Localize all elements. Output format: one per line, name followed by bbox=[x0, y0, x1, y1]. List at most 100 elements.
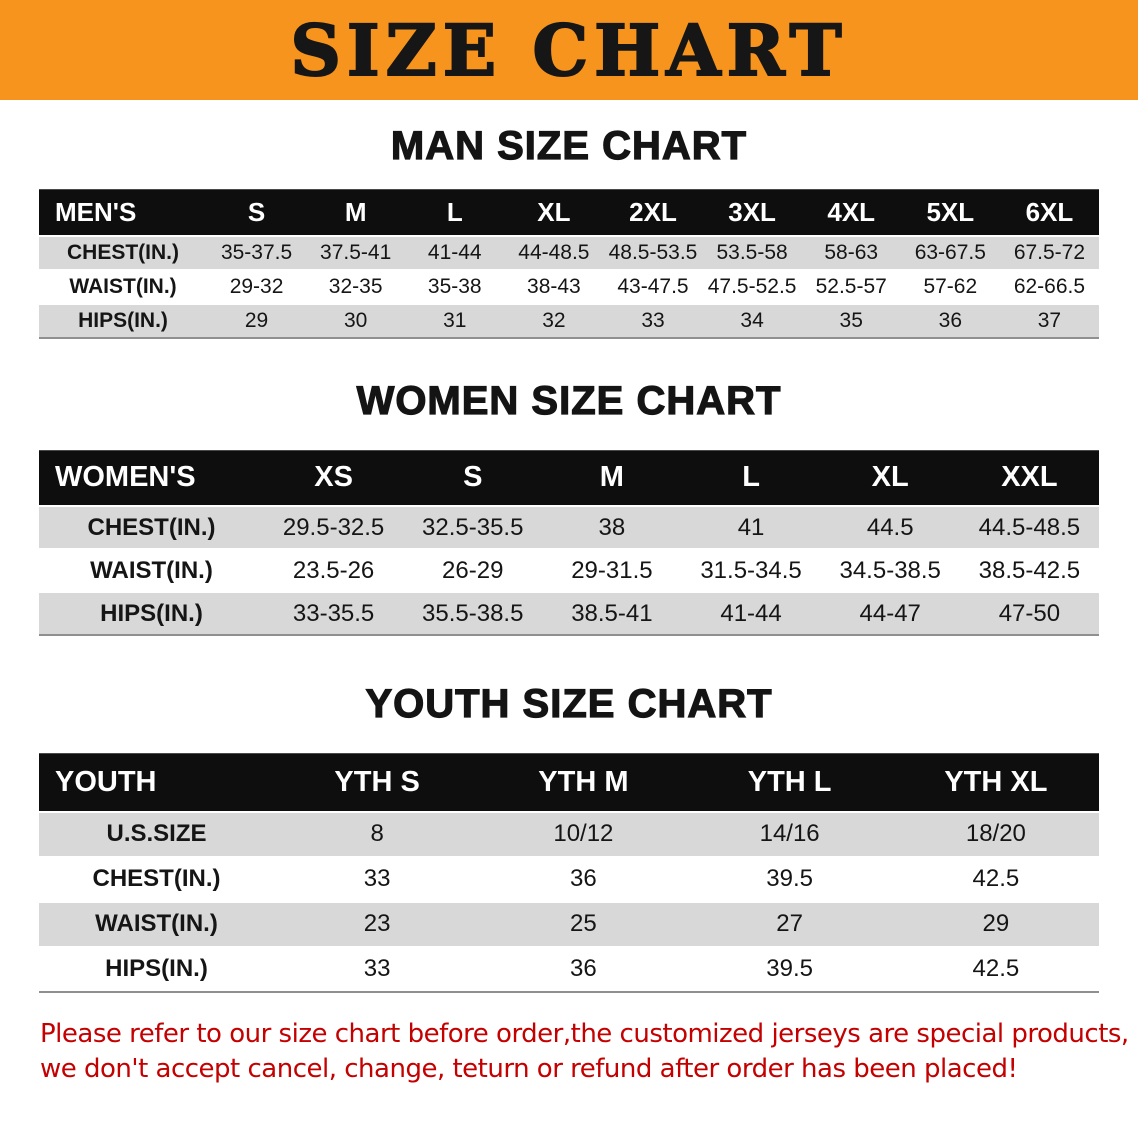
size-value: 32 bbox=[542, 308, 566, 332]
size-column-header: S bbox=[403, 450, 543, 506]
table-row: HIPS(IN.) 29 30 31 32 33 34 35 36 37 bbox=[39, 303, 1099, 338]
size-value: 31 bbox=[443, 308, 467, 332]
size-value: 34.5-38.5 bbox=[839, 556, 941, 584]
size-value: 33 bbox=[641, 308, 665, 332]
youth-section-heading: YOUTH SIZE CHART bbox=[365, 681, 773, 726]
size-value: 29 bbox=[982, 910, 1010, 937]
table-corner-label: MEN'S bbox=[39, 189, 207, 236]
size-value: 41-44 bbox=[427, 240, 482, 264]
size-value: 41 bbox=[737, 513, 765, 541]
size-column-header: M bbox=[306, 189, 406, 236]
size-sections: MAN SIZE CHART MEN'S S M L XL 2XL 3XL 4XL 5XL 6XL C… bbox=[0, 123, 1138, 993]
size-value: 44-48.5 bbox=[518, 240, 590, 264]
size-value: 35 bbox=[839, 308, 863, 332]
size-value: 23.5-26 bbox=[292, 556, 375, 584]
size-value: 38.5-41 bbox=[571, 599, 653, 627]
row-label: HIPS(IN.) bbox=[100, 599, 203, 627]
youth-size-table: YOUTH YTH S YTH M YTH L YTH XL U.S.SIZE 8 10/12… bbox=[39, 753, 1099, 993]
size-value: 34 bbox=[740, 308, 764, 332]
table-header-row: MEN'S S M L XL 2XL 3XL 4XL 5XL 6XL bbox=[39, 189, 1099, 236]
size-value: 39.5 bbox=[766, 955, 813, 982]
size-column-header: L bbox=[681, 450, 821, 506]
size-value: 29-31.5 bbox=[571, 556, 653, 584]
size-value: 62-66.5 bbox=[1013, 274, 1086, 298]
size-value: 33 bbox=[363, 955, 391, 982]
row-label: CHEST(IN.) bbox=[87, 513, 216, 541]
size-value: 44.5-48.5 bbox=[978, 513, 1081, 541]
size-value: 25 bbox=[570, 910, 597, 937]
size-column-header: 3XL bbox=[702, 189, 802, 236]
table-header-row: WOMEN'S XS S M L XL XXL bbox=[39, 450, 1099, 506]
size-value: 42.5 bbox=[972, 955, 1020, 982]
size-section-men: MAN SIZE CHART MEN'S S M L XL 2XL 3XL 4XL 5XL 6XL C… bbox=[0, 123, 1138, 339]
size-value: 14/16 bbox=[759, 820, 820, 847]
size-value: 57-62 bbox=[923, 274, 978, 298]
size-value: 37 bbox=[1037, 308, 1062, 332]
size-value: 44-47 bbox=[859, 599, 921, 627]
size-value: 36 bbox=[938, 308, 962, 332]
banner: SIZE CHART bbox=[0, 0, 1138, 100]
row-label: WAIST(IN.) bbox=[95, 910, 218, 937]
page-title: SIZE CHART bbox=[289, 8, 848, 93]
size-value: 53.5-58 bbox=[716, 240, 788, 264]
row-label: U.S.SIZE bbox=[106, 820, 207, 847]
size-value: 47.5-52.5 bbox=[707, 274, 797, 298]
table-row: WAIST(IN.) 29-32 32-35 35-38 38-43 43-47.5 47.… bbox=[39, 269, 1099, 304]
table-row: HIPS(IN.) 33-35.5 35.5-38.5 38.5-41 41-44 44-… bbox=[39, 592, 1099, 635]
table-row: WAIST(IN.) 23 25 27 29 bbox=[39, 901, 1099, 947]
size-value: 39.5 bbox=[766, 865, 813, 892]
size-value: 10/12 bbox=[553, 820, 614, 847]
size-column-header: M bbox=[542, 450, 682, 506]
size-value: 43-47.5 bbox=[617, 274, 689, 298]
table-corner-label: WOMEN'S bbox=[39, 450, 264, 506]
size-column-header: YTH S bbox=[274, 753, 481, 812]
men-size-table: MEN'S S M L XL 2XL 3XL 4XL 5XL 6XL CHEST(IN.) 35-37… bbox=[39, 189, 1099, 339]
size-value: 42.5 bbox=[972, 865, 1020, 892]
size-value: 33-35.5 bbox=[292, 599, 375, 627]
size-value: 38 bbox=[598, 513, 626, 541]
size-value: 35.5-38.5 bbox=[422, 599, 524, 627]
table-row: CHEST(IN.) 29.5-32.5 32.5-35.5 38 41 44.5 44.5… bbox=[39, 506, 1099, 549]
size-value: 8 bbox=[370, 820, 384, 847]
women-section-heading: WOMEN SIZE CHART bbox=[356, 378, 782, 423]
size-value: 38-43 bbox=[527, 274, 581, 298]
women-size-table: WOMEN'S XS S M L XL XXL CHEST(IN.) 29.5-32.5 32.5… bbox=[39, 449, 1099, 636]
table-row: HIPS(IN.) 33 36 39.5 42.5 bbox=[39, 946, 1099, 992]
size-value: 35-37.5 bbox=[220, 240, 293, 264]
size-value: 29.5-32.5 bbox=[282, 513, 385, 541]
size-value: 26-29 bbox=[442, 556, 504, 584]
table-row: U.S.SIZE 8 10/12 14/16 18/20 bbox=[39, 811, 1099, 857]
row-label: CHEST(IN.) bbox=[67, 240, 179, 264]
size-column-header: YTH L bbox=[686, 753, 893, 812]
size-value: 32.5-35.5 bbox=[422, 513, 524, 541]
size-value: 33 bbox=[363, 865, 391, 892]
size-column-header: XS bbox=[264, 450, 404, 506]
size-column-header: L bbox=[405, 189, 505, 236]
size-column-header: YTH XL bbox=[892, 753, 1099, 812]
size-value: 63-67.5 bbox=[914, 240, 986, 264]
table-row: CHEST(IN.) 33 36 39.5 42.5 bbox=[39, 856, 1099, 902]
size-value: 30 bbox=[343, 308, 368, 332]
size-value: 36 bbox=[570, 955, 597, 982]
size-value: 37.5-41 bbox=[320, 240, 392, 264]
size-column-header: 4XL bbox=[801, 189, 901, 236]
table-row: WAIST(IN.) 23.5-26 26-29 29-31.5 31.5-34.5 34… bbox=[39, 549, 1099, 592]
notice-line-2: we don't accept cancel, change, teturn o… bbox=[40, 1053, 1018, 1084]
size-value: 29-32 bbox=[229, 274, 284, 298]
size-value: 47-50 bbox=[998, 599, 1061, 627]
row-label: CHEST(IN.) bbox=[92, 865, 221, 892]
row-label: WAIST(IN.) bbox=[69, 274, 177, 298]
size-value: 31.5-34.5 bbox=[700, 556, 802, 584]
size-value: 36 bbox=[570, 865, 597, 892]
size-value: 67.5-72 bbox=[1013, 240, 1086, 264]
size-value: 52.5-57 bbox=[815, 274, 887, 298]
size-column-header: 6XL bbox=[999, 189, 1099, 236]
size-column-header: 5XL bbox=[900, 189, 1000, 236]
size-section-youth: YOUTH SIZE CHART YOUTH YTH S YTH M YTH L YTH … bbox=[0, 681, 1138, 993]
table-row: CHEST(IN.) 35-37.5 37.5-41 41-44 44-48.5 48.5… bbox=[39, 235, 1099, 270]
size-column-header: XL bbox=[504, 189, 604, 236]
size-value: 48.5-53.5 bbox=[608, 240, 698, 264]
row-label: HIPS(IN.) bbox=[78, 308, 168, 332]
size-column-header: 2XL bbox=[603, 189, 703, 236]
size-value: 23 bbox=[363, 910, 391, 937]
